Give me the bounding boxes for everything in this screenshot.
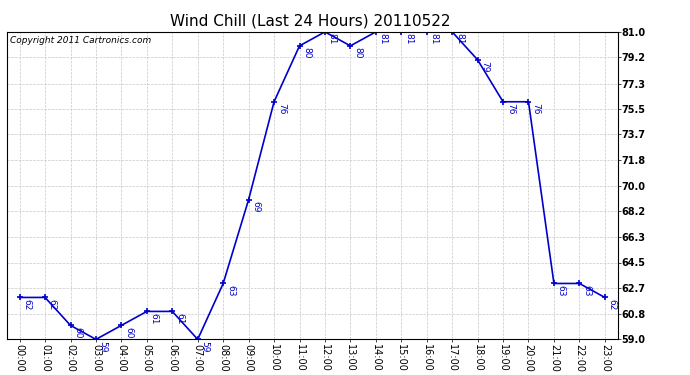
Text: Copyright 2011 Cartronics.com: Copyright 2011 Cartronics.com <box>10 36 151 45</box>
Text: 69: 69 <box>251 201 260 213</box>
Text: 61: 61 <box>150 313 159 324</box>
Text: 59: 59 <box>201 341 210 352</box>
Text: 61: 61 <box>175 313 184 324</box>
Text: 81: 81 <box>328 33 337 45</box>
Text: 63: 63 <box>557 285 566 296</box>
Text: 81: 81 <box>404 33 413 45</box>
Text: 79: 79 <box>480 61 489 73</box>
Text: 59: 59 <box>99 341 108 352</box>
Text: 81: 81 <box>455 33 464 45</box>
Text: 62: 62 <box>22 299 32 310</box>
Text: 63: 63 <box>582 285 591 296</box>
Text: 60: 60 <box>124 327 133 338</box>
Text: 80: 80 <box>302 47 311 59</box>
Text: 76: 76 <box>506 103 515 115</box>
Text: 62: 62 <box>608 299 617 310</box>
Text: 60: 60 <box>73 327 82 338</box>
Text: 76: 76 <box>531 103 540 115</box>
Text: 81: 81 <box>429 33 439 45</box>
Text: 63: 63 <box>226 285 235 296</box>
Text: 81: 81 <box>379 33 388 45</box>
Text: Wind Chill (Last 24 Hours) 20110522: Wind Chill (Last 24 Hours) 20110522 <box>170 13 451 28</box>
Text: 62: 62 <box>48 299 57 310</box>
Text: 80: 80 <box>353 47 362 59</box>
Text: 76: 76 <box>277 103 286 115</box>
